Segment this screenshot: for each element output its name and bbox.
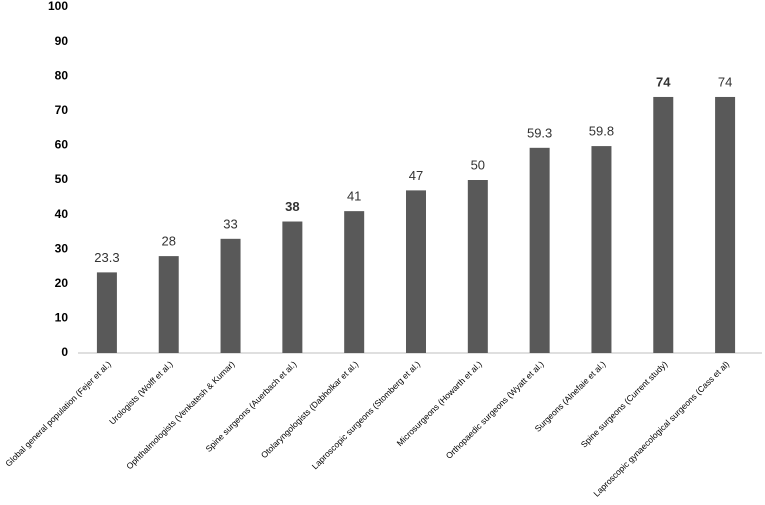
value-label: 59.8 xyxy=(589,124,614,139)
value-label: 38 xyxy=(285,199,299,214)
bar xyxy=(591,146,612,353)
y-tick-label: 0 xyxy=(61,345,68,359)
bar xyxy=(96,272,117,353)
value-label: 41 xyxy=(347,189,361,204)
value-label: 33 xyxy=(223,216,237,231)
y-tick-label: 100 xyxy=(48,0,68,13)
bar xyxy=(715,96,736,354)
x-tick-label: Laproscopic surgeons (Stomberg et al.) xyxy=(310,359,422,471)
bar xyxy=(158,256,179,353)
y-tick-label: 20 xyxy=(55,276,69,290)
bar xyxy=(344,211,365,353)
bar xyxy=(653,96,674,354)
x-tick-label: Otolaryngologists (Dabholkar et al.) xyxy=(259,359,360,460)
value-label: 23.3 xyxy=(94,250,119,265)
x-tick-label: Global general population (Fejer et al.) xyxy=(3,359,113,469)
x-tick-label: Orthopaedic surgeons (Wyatt et al.) xyxy=(444,359,546,461)
value-label: 74 xyxy=(718,74,732,89)
x-tick-label: Ophthalmologists (Venkatesh & Kumar) xyxy=(124,359,236,471)
y-tick-label: 40 xyxy=(55,207,69,221)
value-label: 59.3 xyxy=(527,125,552,140)
y-tick-label: 30 xyxy=(55,241,69,255)
y-tick-label: 90 xyxy=(55,34,69,48)
y-tick-label: 70 xyxy=(55,103,69,117)
y-tick-label: 60 xyxy=(55,138,69,152)
bar xyxy=(406,190,426,353)
bar xyxy=(220,238,241,353)
y-tick-label: 80 xyxy=(55,68,69,82)
y-tick-label: 10 xyxy=(55,311,69,325)
x-tick-label: Urologists (Wolff et al.) xyxy=(107,359,175,427)
value-label: 50 xyxy=(471,157,485,172)
bar xyxy=(529,147,550,353)
x-tick-label: Surgeons (Alnefaie et al.) xyxy=(533,359,608,434)
value-label: 74 xyxy=(656,74,671,89)
y-tick-label: 50 xyxy=(55,172,69,186)
bar xyxy=(282,221,303,353)
x-tick-label: Laproscopic gynaecological surgeons (Cas… xyxy=(591,359,731,499)
bar xyxy=(467,180,488,353)
value-label: 47 xyxy=(409,168,423,183)
value-label: 28 xyxy=(161,234,175,249)
